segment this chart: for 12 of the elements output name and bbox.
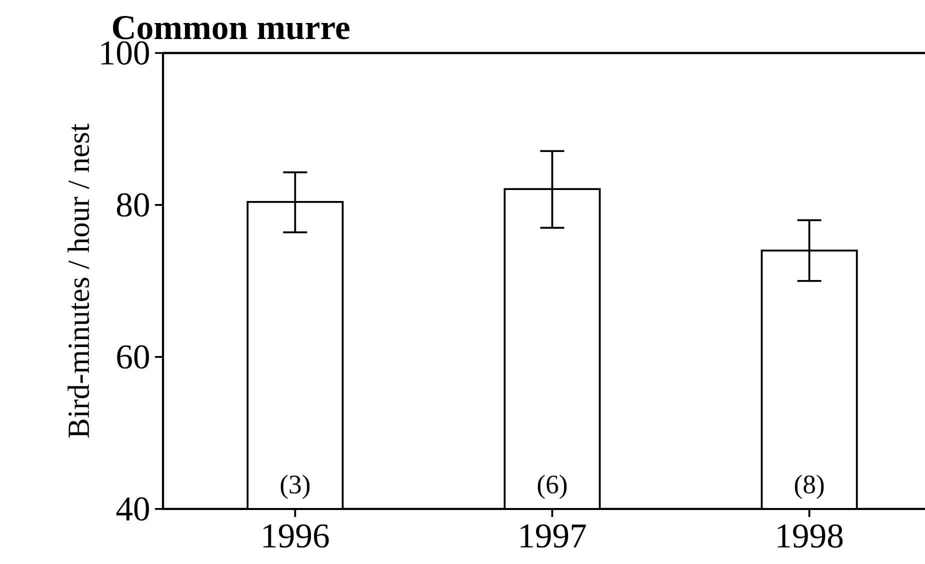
y-tick-label: 80 [116, 193, 149, 217]
y-tick-label: 100 [101, 41, 149, 65]
y-axis-title: Bird-minutes / hour / nest [68, 124, 90, 438]
x-tick-label: 1997 [520, 524, 586, 548]
y-tick-label: 60 [117, 345, 149, 369]
x-tick-label: 1996 [264, 524, 329, 548]
chart-title: Common murre [112, 16, 350, 40]
annotation: (8) [794, 474, 824, 499]
x-tick-label: 1998 [778, 524, 843, 548]
y-tick-label: 40 [116, 497, 149, 521]
annotation: (3) [280, 474, 310, 499]
annotation: (6) [538, 474, 567, 499]
